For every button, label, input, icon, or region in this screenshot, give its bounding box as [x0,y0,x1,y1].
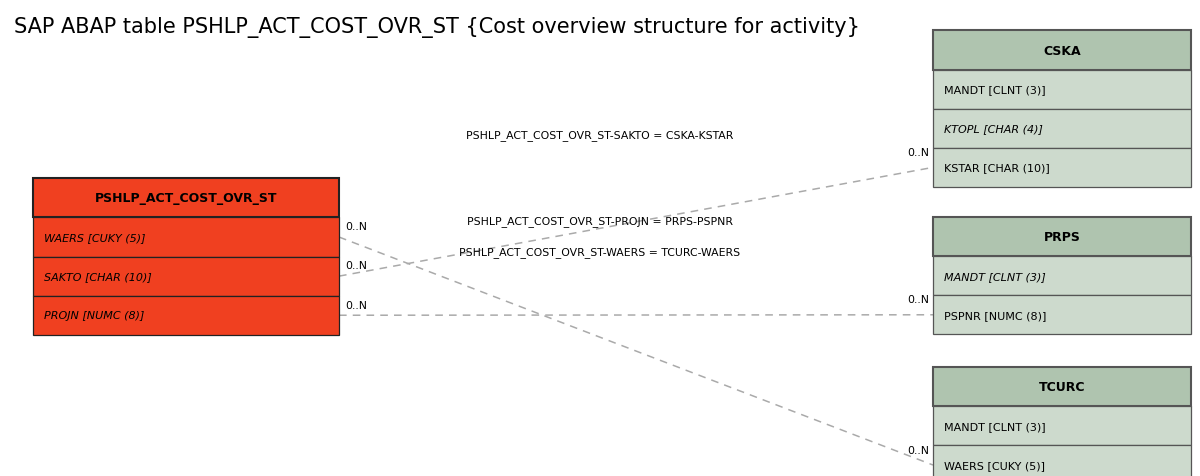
Text: 0..N: 0..N [346,261,367,271]
Text: PSHLP_ACT_COST_OVR_ST-PROJN = PRPS-PSPNR: PSHLP_ACT_COST_OVR_ST-PROJN = PRPS-PSPNR [467,216,733,227]
Text: SAP ABAP table PSHLP_ACT_COST_OVR_ST {Cost overview structure for activity}: SAP ABAP table PSHLP_ACT_COST_OVR_ST {Co… [14,17,860,38]
Text: WAERS [CUKY (5)]: WAERS [CUKY (5)] [943,460,1045,470]
Text: PSHLP_ACT_COST_OVR_ST-SAKTO = CSKA-KSTAR: PSHLP_ACT_COST_OVR_ST-SAKTO = CSKA-KSTAR [467,130,733,141]
Bar [934,218,1190,257]
Text: PRPS: PRPS [1044,230,1080,244]
Text: SAKTO [CHAR (10)]: SAKTO [CHAR (10)] [43,272,151,281]
Bar [934,31,1190,70]
Text: PROJN [NUMC (8)]: PROJN [NUMC (8)] [43,311,144,320]
Bar [934,407,1190,446]
Bar [934,446,1190,476]
Bar [32,218,340,257]
Bar [934,149,1190,188]
Text: KSTAR [CHAR (10)]: KSTAR [CHAR (10)] [943,163,1050,173]
Text: MANDT [CLNT (3)]: MANDT [CLNT (3)] [943,421,1045,431]
Bar [934,109,1190,149]
Bar [934,257,1190,296]
Text: 0..N: 0..N [346,222,367,232]
Text: WAERS [CUKY (5)]: WAERS [CUKY (5)] [43,233,145,242]
Text: PSPNR [NUMC (8)]: PSPNR [NUMC (8)] [943,310,1046,320]
Text: KTOPL [CHAR (4)]: KTOPL [CHAR (4)] [943,124,1043,134]
Text: 0..N: 0..N [907,295,930,305]
Text: PSHLP_ACT_COST_OVR_ST-WAERS = TCURC-WAERS: PSHLP_ACT_COST_OVR_ST-WAERS = TCURC-WAER… [460,247,740,258]
Text: 0..N: 0..N [346,300,367,310]
Text: MANDT [CLNT (3)]: MANDT [CLNT (3)] [943,85,1045,95]
Bar [32,296,340,335]
Bar [934,296,1190,335]
Text: TCURC: TCURC [1039,380,1085,394]
Text: PSHLP_ACT_COST_OVR_ST: PSHLP_ACT_COST_OVR_ST [95,192,277,205]
Text: 0..N: 0..N [907,445,930,455]
Bar [934,367,1190,407]
Bar [32,179,340,218]
Bar [934,70,1190,109]
Bar [32,257,340,296]
Text: MANDT [CLNT (3)]: MANDT [CLNT (3)] [943,271,1045,281]
Text: 0..N: 0..N [907,148,930,158]
Text: CSKA: CSKA [1043,44,1081,58]
